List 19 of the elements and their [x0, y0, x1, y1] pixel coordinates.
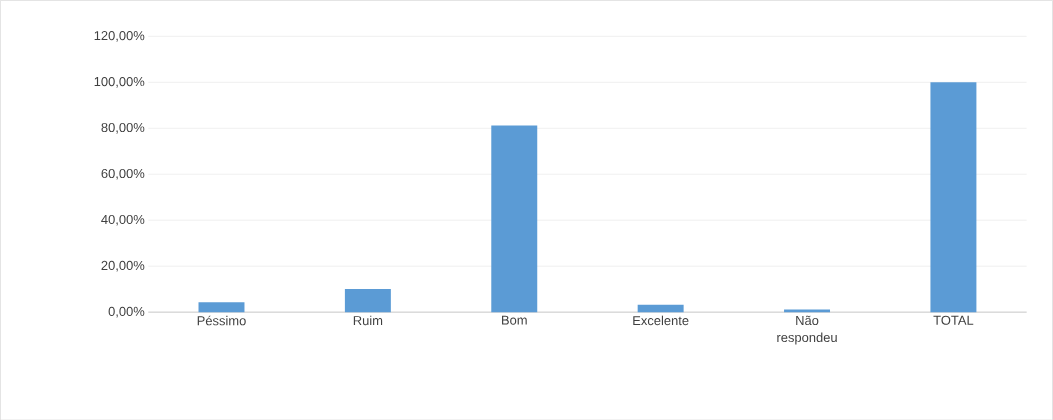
x-tick-label: Excelente: [633, 315, 689, 325]
y-tick-label: 120,00%: [94, 30, 145, 42]
x-tick-label: Não respondeu: [777, 315, 837, 345]
bar: [491, 125, 538, 312]
bar: [784, 309, 831, 312]
x-tick-label: TOTAL: [933, 315, 974, 325]
x-tick-label: Bom: [502, 315, 527, 325]
bar: [637, 304, 684, 312]
y-tick-label: 80,00%: [101, 122, 145, 134]
bar: [198, 302, 245, 312]
bar: [930, 82, 977, 312]
x-tick-label: Péssimo: [197, 315, 246, 326]
y-tick-label: 20,00%: [101, 260, 145, 272]
x-tick-label: Ruim: [353, 315, 383, 325]
y-tick-label: 40,00%: [101, 214, 145, 226]
y-tick-label: 60,00%: [101, 168, 145, 180]
bar: [344, 288, 391, 312]
y-tick-label: 100,00%: [94, 76, 145, 88]
y-tick-label: 0,00%: [108, 306, 145, 318]
